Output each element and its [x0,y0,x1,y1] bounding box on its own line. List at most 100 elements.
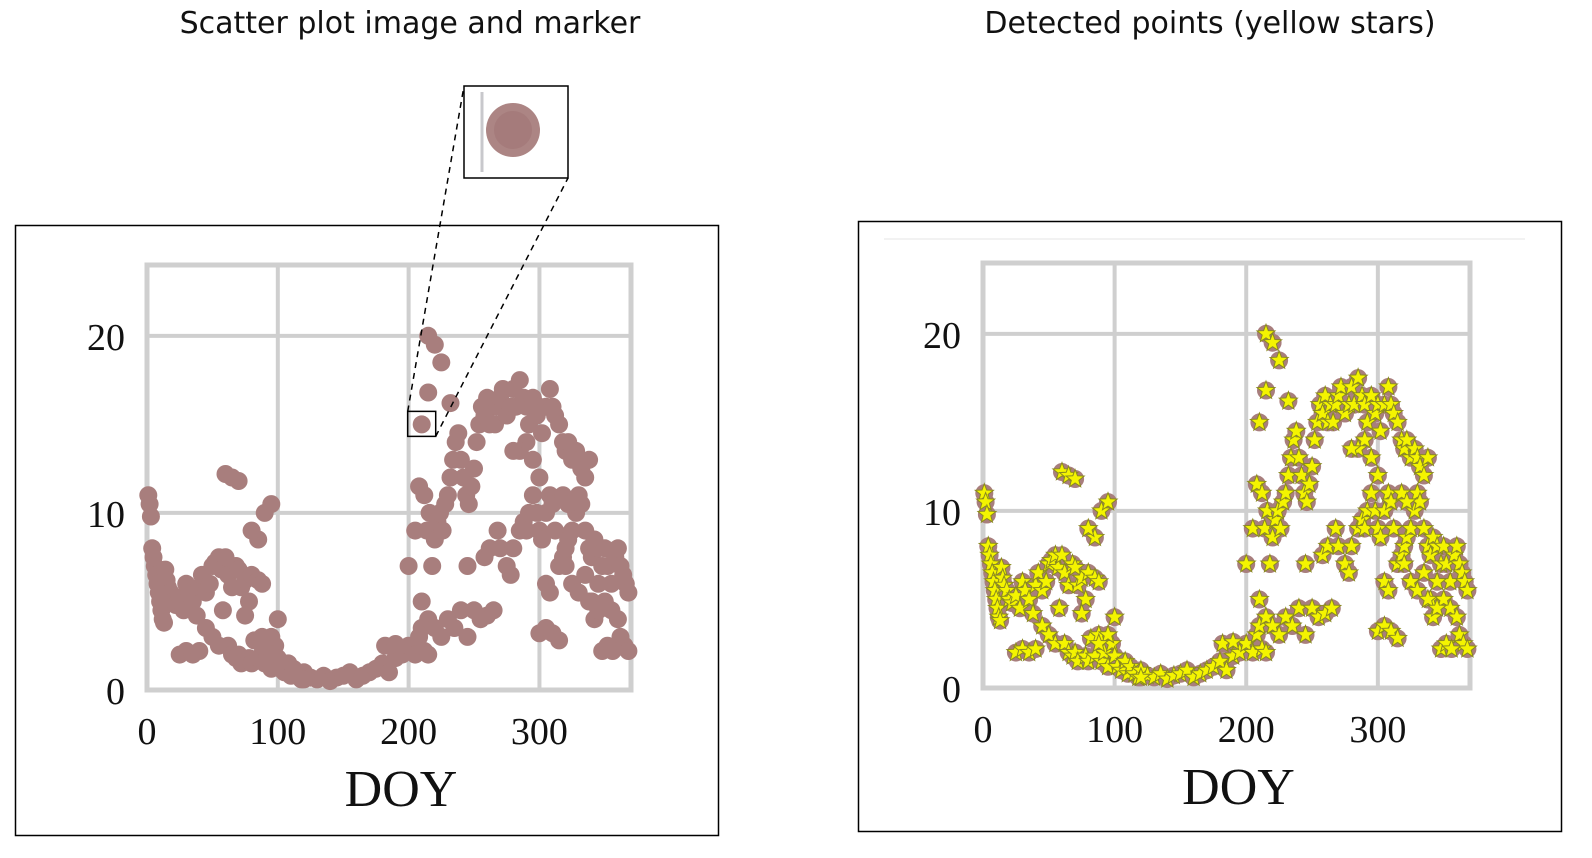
marker-zoom-inset [406,85,569,438]
detected-star [1262,331,1283,352]
zoom-connector [406,85,465,412]
detected-star [1404,437,1426,458]
scatter-point [240,592,258,611]
detected-star [1255,379,1277,400]
detected-star [1321,597,1343,618]
right-panel-frame [857,220,1563,833]
y-tick-label: 10 [87,494,125,536]
scatter-point [419,645,438,664]
left-scatter-plot: 0 100 200 300 0 10 20 DOY [87,262,638,818]
detected-star [1048,597,1070,618]
scatter-point [229,472,248,490]
scatter-point [423,557,442,575]
scatter-point [399,557,418,575]
detected-star [1075,588,1097,609]
detected-star [1413,517,1435,538]
scatter-point [419,383,438,402]
scatter-point [501,565,520,584]
detected-star [1071,602,1093,623]
detected-star [1295,553,1316,573]
detected-star [1012,570,1033,591]
detected-star [1334,553,1356,573]
detected-star [1378,579,1399,600]
detected-star [1301,597,1323,618]
left-panel-frame [14,224,720,837]
detected-star [1275,482,1297,503]
x-tick-label: 100 [1086,709,1143,751]
detected-star [1360,384,1382,405]
x-tick-label: 300 [1349,709,1406,751]
detected-star [1378,376,1399,396]
detected-star [1417,446,1439,467]
scatter-point [183,592,202,611]
scatter-point [465,459,483,478]
detected-star [1341,376,1362,396]
scatter-point [380,663,398,682]
detected-star [1281,615,1303,635]
detected-star [1088,632,1110,653]
scatter-point [432,353,451,372]
detected-star [1304,429,1326,449]
scatter-point [451,450,470,469]
scatter-point [242,521,261,540]
detected-star [1054,632,1075,653]
plot-area-border [980,260,1473,691]
scatter-point [580,450,599,469]
detected-star [1255,322,1277,343]
detected-star [1451,561,1473,582]
detected-star [1360,482,1382,503]
zoom-connector [435,177,569,437]
scatter-point [462,477,481,496]
scatter-point [449,424,468,443]
detected-star [1025,638,1047,658]
detected-star [1262,615,1283,635]
detected-star [1449,553,1470,573]
zoomed-marker-core [494,111,532,149]
left-panel-title: Scatter plot image and marker [179,6,641,41]
detected-star [1216,659,1237,680]
scatter-point [200,574,219,593]
scatter-point [540,583,559,602]
scatter-point [533,530,551,549]
detected-star [1084,526,1106,547]
scatter-point [572,495,591,514]
detected-star [1409,455,1431,476]
detected-star [1246,473,1268,494]
detected-star [1387,627,1408,648]
detected-star [1341,437,1362,458]
scatter-point [213,601,232,620]
scatter-point [295,670,313,689]
scatter-point [546,521,565,540]
detected-star [1454,570,1476,591]
detected-star [1441,638,1462,658]
scatter-point [608,610,627,629]
detected-star [1380,393,1402,414]
detected-star [1130,666,1152,687]
detected-star [1396,491,1418,511]
detected-star [1270,517,1291,538]
detected-star [1051,544,1073,565]
y-tick-label: 20 [87,317,125,359]
scatter-point [619,642,638,660]
scatter-point [441,394,460,413]
detected-star [1097,491,1119,511]
scatter-point [589,601,608,620]
scatter-point [608,539,627,558]
detected-star [1417,588,1439,609]
scatter-point [268,610,287,629]
scatter-point [458,627,477,646]
scatter-point [262,495,281,514]
detected-star [1091,499,1112,520]
detected-star [1406,579,1428,600]
detected-star [1288,446,1310,467]
scatter-point [458,557,477,575]
detected-star [996,579,1018,600]
detected-star [1296,491,1318,511]
x-tick-label: 0 [138,711,157,753]
detected-star [1259,553,1281,573]
detected-star [976,503,998,524]
detected-star [1249,588,1270,609]
scatter-point [433,521,452,540]
detected-star [1262,526,1283,547]
